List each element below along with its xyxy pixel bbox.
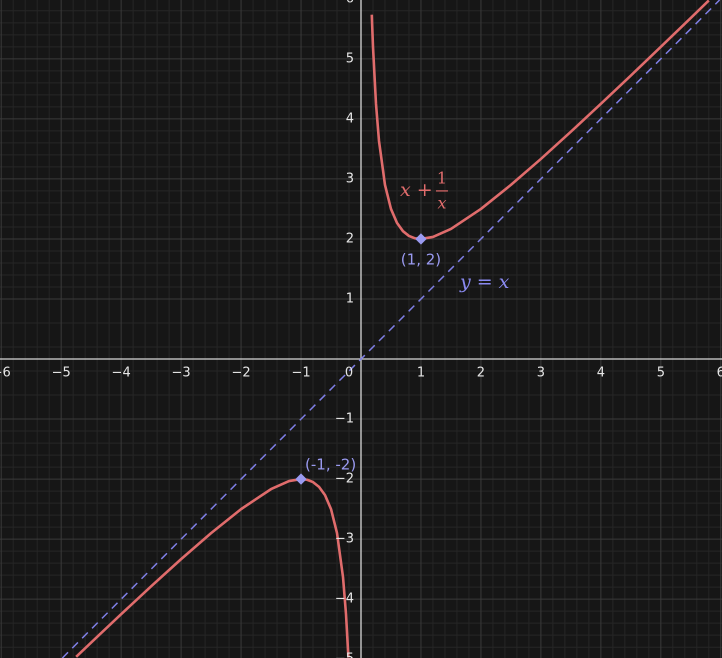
x-tick-label: −2 — [231, 366, 250, 381]
point — [415, 233, 427, 245]
y-tick-label: 6 — [346, 0, 354, 6]
y-tick-label: 2 — [346, 231, 354, 246]
y-tick-label: −1 — [335, 412, 354, 427]
x-tick-label: 6 — [717, 366, 722, 381]
x-tick-label: 5 — [657, 366, 665, 381]
annotation: y = x — [459, 271, 510, 293]
y-tick-label: −2 — [335, 472, 354, 487]
x-tick-label: 0 — [345, 366, 353, 381]
y-tick-label: −4 — [335, 592, 354, 607]
x-tick-label: −3 — [172, 366, 191, 381]
annotation: x + — [400, 179, 433, 201]
x-tick-label: 3 — [537, 366, 545, 381]
y-tick-label: 1 — [346, 291, 354, 306]
point-label: (1, 2) — [401, 250, 441, 268]
dashed-line — [61, 0, 721, 658]
x-tick-label: 1 — [417, 366, 425, 381]
y-tick-label: 4 — [346, 111, 354, 126]
y-tick-label: 3 — [346, 171, 354, 186]
x-tick-label: 4 — [597, 366, 605, 381]
x-tick-label: −4 — [112, 366, 131, 381]
y-tick-label: −3 — [335, 532, 354, 547]
y-tick-label: 5 — [346, 51, 354, 66]
x-tick-label: −6 — [0, 366, 11, 381]
x-tick-label: −1 — [291, 366, 310, 381]
point — [295, 473, 307, 485]
x-tick-label: 2 — [477, 366, 485, 381]
marks — [61, 0, 721, 658]
x-tick-label: −5 — [52, 366, 71, 381]
annotation-numerator: 1 — [437, 168, 447, 187]
y-tick-label: −5 — [335, 652, 354, 658]
point-label: (-1, -2) — [305, 456, 356, 474]
annotation-denominator: x — [437, 193, 446, 212]
